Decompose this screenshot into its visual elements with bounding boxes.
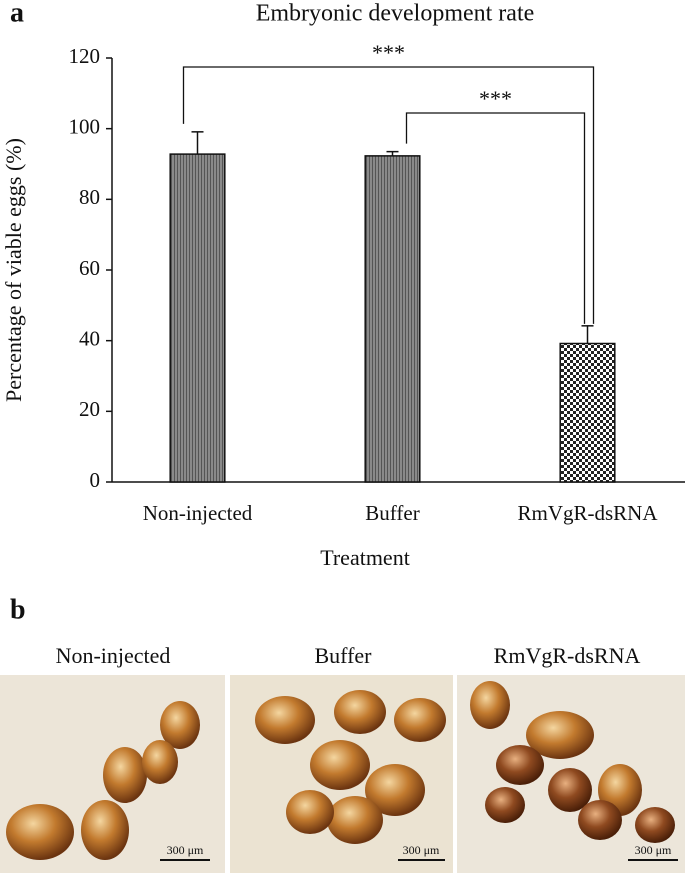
- x-tick-label: Non-injected: [143, 501, 253, 525]
- x-tick-label: Buffer: [365, 501, 419, 525]
- significance-bracket: [405, 112, 586, 324]
- panel-label: a: [10, 0, 24, 28]
- y-tick-label: 80: [79, 185, 100, 209]
- chart-title: Embryonic development rate: [256, 1, 535, 27]
- scale-bar-label: 300 μm: [167, 843, 204, 857]
- y-tick-label: 120: [69, 44, 101, 68]
- y-axis-label: Percentage of viable eggs (%): [1, 138, 26, 402]
- bar: [169, 153, 226, 483]
- y-tick-label: 40: [79, 326, 100, 350]
- bar: [364, 155, 421, 483]
- significance-label: ***: [479, 86, 512, 111]
- significance-label: ***: [372, 40, 405, 65]
- y-tick-label: 20: [79, 397, 100, 421]
- x-tick-label: RmVgR-dsRNA: [517, 501, 658, 525]
- photos: [0, 675, 685, 873]
- photo-title: Non-injected: [56, 643, 171, 668]
- y-tick-label: 100: [69, 114, 101, 138]
- scale-bar-label: 300 μm: [635, 843, 672, 857]
- photo-title: RmVgR-dsRNA: [494, 643, 641, 668]
- significance-bracket: [182, 66, 595, 324]
- photo-title: Buffer: [314, 643, 372, 668]
- eggs: [6, 681, 675, 860]
- y-tick-label: 60: [79, 256, 100, 280]
- x-axis-label: Treatment: [320, 545, 410, 570]
- panel-label: b: [10, 594, 26, 625]
- y-tick-label: 0: [90, 468, 101, 492]
- scale-bar-label: 300 μm: [403, 843, 440, 857]
- bar: [559, 342, 616, 483]
